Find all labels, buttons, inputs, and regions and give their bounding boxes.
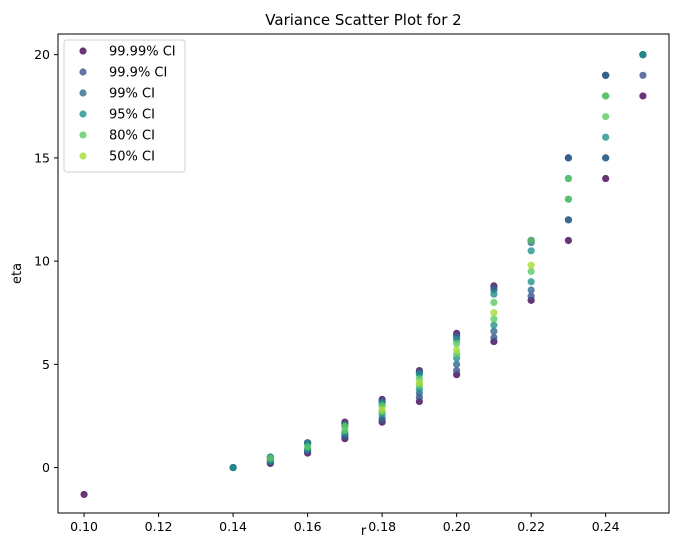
data-point bbox=[490, 298, 498, 307]
data-point bbox=[229, 463, 237, 472]
legend-marker bbox=[79, 131, 87, 139]
legend-marker bbox=[79, 89, 87, 97]
data-point bbox=[527, 278, 535, 286]
data-point bbox=[564, 174, 573, 183]
legend-box bbox=[63, 39, 186, 173]
legend-label: 99% CI bbox=[109, 87, 155, 102]
x-tick-label: 0.12 bbox=[145, 519, 173, 534]
data-point bbox=[602, 174, 610, 183]
data-point bbox=[490, 333, 498, 342]
y-axis-label: eta bbox=[10, 263, 25, 284]
x-tick-label: 0.22 bbox=[517, 519, 545, 534]
data-point bbox=[639, 92, 647, 100]
data-point bbox=[602, 154, 610, 162]
legend-label: 99.9% CI bbox=[109, 66, 167, 81]
data-point bbox=[602, 92, 610, 100]
y-axis: 0 5 10 15 20 bbox=[34, 47, 58, 475]
data-point bbox=[490, 315, 498, 323]
data-point bbox=[527, 286, 535, 294]
data-point bbox=[490, 327, 498, 335]
legend-label: 95% CI bbox=[109, 108, 155, 123]
x-tick-label: 0.14 bbox=[219, 519, 247, 534]
legend-marker bbox=[79, 68, 87, 76]
data-point bbox=[490, 321, 498, 329]
axes-frame bbox=[57, 33, 670, 514]
y-tick-label: 15 bbox=[34, 150, 50, 165]
x-tick-label: 0.10 bbox=[70, 519, 98, 534]
data-point bbox=[564, 154, 573, 162]
data-point bbox=[527, 292, 535, 300]
data-point bbox=[527, 261, 535, 269]
data-point bbox=[453, 366, 461, 375]
data-point bbox=[602, 112, 610, 121]
data-point bbox=[602, 133, 610, 141]
chart-title: Variance Scatter Plot for 2 bbox=[265, 11, 461, 29]
legend-label: 99.99% CI bbox=[109, 45, 176, 60]
data-point bbox=[453, 360, 461, 368]
data-point bbox=[490, 290, 498, 298]
legend-marker bbox=[79, 47, 87, 55]
data-point bbox=[453, 346, 461, 354]
y-tick-label: 20 bbox=[34, 47, 50, 62]
data-point bbox=[80, 490, 88, 499]
x-tick-label: 0.20 bbox=[443, 519, 471, 534]
x-axis: 0.10 0.12 0.14 0.16 0.18 0.20 0.22 0.24 bbox=[70, 513, 620, 534]
data-point bbox=[266, 454, 274, 462]
data-point bbox=[304, 443, 312, 451]
data-point bbox=[564, 195, 573, 203]
x-tick-label: 0.16 bbox=[294, 519, 322, 534]
data-point bbox=[564, 216, 573, 224]
legend-marker bbox=[79, 152, 87, 160]
data-point bbox=[602, 71, 610, 79]
data-point bbox=[639, 51, 647, 59]
plot-area-frame bbox=[57, 33, 670, 514]
data-point bbox=[490, 309, 498, 317]
data-point bbox=[378, 406, 386, 414]
legend: 99.99% CI 99.9% CI 99% CI 95% CI 80% CI 50% C… bbox=[63, 39, 186, 173]
data-point bbox=[527, 236, 535, 245]
y-tick-label: 5 bbox=[42, 357, 50, 372]
data-point bbox=[453, 340, 461, 348]
x-tick-label: 0.24 bbox=[592, 519, 620, 534]
x-axis-label: r bbox=[361, 524, 367, 539]
legend-marker bbox=[79, 110, 87, 118]
data-point bbox=[527, 267, 535, 276]
y-tick-label: 0 bbox=[42, 460, 50, 475]
legend-label: 80% CI bbox=[109, 129, 155, 144]
data-point bbox=[527, 247, 535, 255]
data-point bbox=[341, 422, 349, 430]
y-tick-label: 10 bbox=[34, 254, 50, 269]
legend-label: 50% CI bbox=[109, 150, 155, 165]
data-points bbox=[80, 51, 647, 499]
x-tick-label: 0.18 bbox=[368, 519, 396, 534]
data-point bbox=[639, 71, 647, 79]
data-point bbox=[564, 236, 573, 245]
data-point bbox=[415, 379, 423, 387]
